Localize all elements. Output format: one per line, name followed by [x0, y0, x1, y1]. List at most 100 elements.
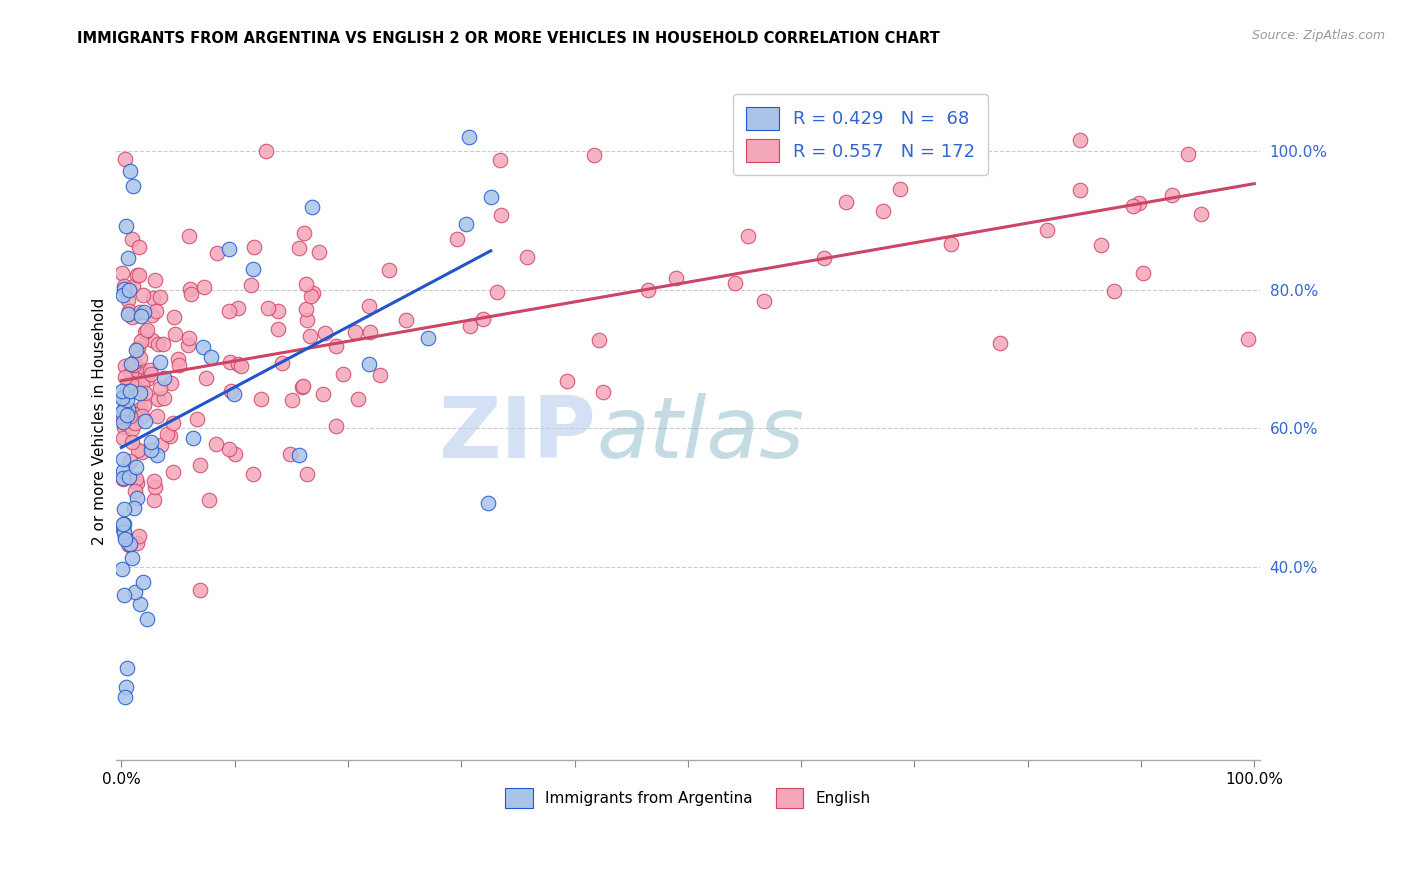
Point — [134, 325, 156, 339]
Point — [111, 409, 134, 423]
Point — [139, 434, 162, 449]
Point — [813, 251, 835, 265]
Point — [149, 354, 172, 368]
Point — [359, 325, 381, 339]
Point — [205, 437, 228, 451]
Point — [988, 335, 1011, 350]
Point — [131, 409, 153, 423]
Point — [555, 374, 578, 388]
Point — [152, 336, 174, 351]
Point — [115, 219, 138, 233]
Point — [344, 325, 367, 339]
Point — [143, 479, 166, 493]
Point — [128, 386, 150, 401]
Point — [136, 323, 159, 337]
Point — [969, 110, 991, 124]
Point — [125, 536, 148, 550]
Point — [134, 385, 156, 400]
Point — [115, 392, 138, 407]
Point — [128, 529, 150, 543]
Point — [132, 575, 155, 590]
Point — [166, 352, 188, 367]
Point — [122, 355, 145, 369]
Point — [446, 232, 468, 246]
Point — [254, 145, 277, 159]
Point — [200, 350, 222, 364]
Point — [131, 376, 153, 391]
Point — [219, 384, 242, 398]
Point — [270, 356, 292, 370]
Point — [332, 367, 354, 381]
Point — [239, 278, 262, 293]
Point — [128, 361, 150, 376]
Point — [190, 583, 212, 598]
Point — [872, 204, 894, 219]
Point — [205, 246, 228, 260]
Point — [112, 517, 135, 532]
Point — [121, 550, 143, 565]
Point — [117, 308, 139, 322]
Point — [120, 454, 142, 468]
Point — [134, 414, 156, 428]
Point — [167, 358, 190, 372]
Point — [1069, 183, 1091, 197]
Point — [124, 483, 146, 498]
Point — [141, 443, 163, 458]
Point — [146, 409, 169, 424]
Point — [198, 493, 221, 508]
Point — [156, 426, 179, 441]
Point — [163, 310, 186, 324]
Point — [325, 339, 347, 353]
Point — [291, 379, 314, 393]
Point — [242, 261, 264, 276]
Point — [159, 429, 181, 443]
Point — [267, 322, 290, 336]
Point — [162, 417, 184, 431]
Point — [1036, 222, 1059, 236]
Point — [129, 367, 152, 381]
Point — [120, 376, 142, 390]
Point — [125, 475, 148, 490]
Point — [142, 493, 165, 508]
Point — [835, 195, 858, 210]
Point — [377, 263, 399, 277]
Point — [1177, 146, 1199, 161]
Point — [139, 367, 162, 381]
Point — [129, 334, 152, 348]
Point — [1236, 332, 1258, 346]
Point — [163, 327, 186, 342]
Point — [149, 437, 172, 451]
Point — [149, 290, 172, 304]
Point — [146, 448, 169, 462]
Point — [120, 367, 142, 381]
Point — [145, 303, 167, 318]
Point — [724, 277, 747, 291]
Point — [179, 229, 201, 244]
Point — [218, 354, 240, 368]
Point — [125, 343, 148, 357]
Point — [193, 340, 215, 354]
Point — [489, 208, 512, 222]
Point — [120, 409, 142, 423]
Point — [295, 301, 318, 316]
Point — [193, 279, 215, 293]
Legend: Immigrants from Argentina, English: Immigrants from Argentina, English — [499, 782, 876, 814]
Point — [128, 598, 150, 612]
Point — [250, 392, 273, 406]
Text: IMMIGRANTS FROM ARGENTINA VS ENGLISH 2 OR MORE VEHICLES IN HOUSEHOLD CORRELATION: IMMIGRANTS FROM ARGENTINA VS ENGLISH 2 O… — [77, 31, 941, 46]
Point — [127, 443, 149, 458]
Point — [288, 448, 311, 462]
Point — [368, 368, 391, 382]
Point — [111, 266, 134, 280]
Point — [128, 268, 150, 282]
Point — [295, 467, 318, 481]
Point — [149, 382, 172, 396]
Point — [121, 231, 143, 245]
Point — [1069, 133, 1091, 147]
Point — [454, 217, 477, 231]
Point — [112, 588, 135, 602]
Point — [291, 379, 314, 393]
Point — [117, 251, 139, 265]
Point — [141, 308, 163, 322]
Point — [229, 359, 252, 373]
